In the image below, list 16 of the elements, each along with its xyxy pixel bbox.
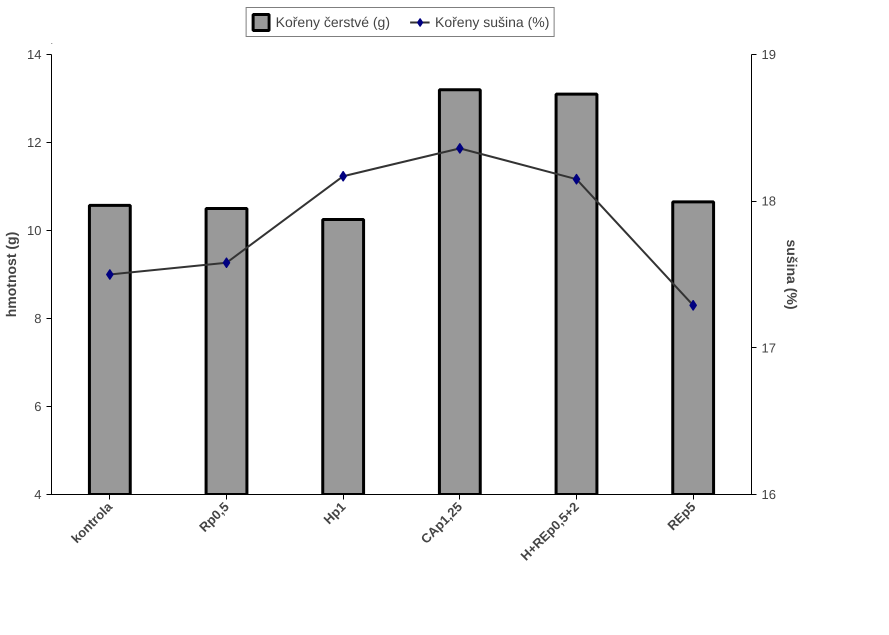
y-tick-label: 8 — [34, 311, 42, 326]
y-tick-label: 12 — [27, 135, 42, 150]
x-tick-label: Hp1 — [320, 499, 348, 528]
legend-label: Kořeny čerstvé (g) — [276, 14, 390, 30]
y2-tick-label: 17 — [762, 340, 776, 356]
y2-tick-label: 16 — [762, 487, 776, 502]
legend-label: Kořeny sušina (%) — [434, 14, 550, 30]
y2-axis-title: sušina (%) — [784, 239, 800, 310]
y2-tick-label: 18 — [762, 194, 776, 209]
y-axis-title: hmotnost (g) — [3, 232, 20, 318]
y-tick-label: 4 — [34, 487, 42, 502]
y-tick-label: 10 — [27, 223, 42, 238]
y2-tick-label: 19 — [762, 47, 776, 62]
y-tick-label: 14 — [27, 47, 42, 62]
y-tick-label: 6 — [34, 399, 42, 414]
point — [106, 269, 114, 280]
